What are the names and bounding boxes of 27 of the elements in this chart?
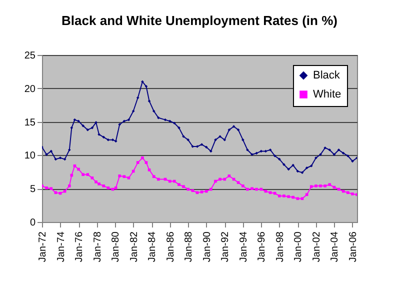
x-tick-label: Jan-92 [220, 231, 232, 262]
y-tick-label: 20 [24, 84, 36, 95]
y-tick-label: 5 [30, 184, 36, 196]
x-tick-label: Jan-96 [256, 231, 268, 262]
x-tick-label: Jan-04 [330, 231, 341, 262]
x-tick-label: Jan-84 [147, 231, 158, 262]
x-tick-label: Jan-00 [293, 231, 304, 262]
chart-title: Black and White Unemployment Rates (in %) [62, 13, 338, 28]
x-tick-label: Jan-86 [165, 231, 176, 262]
y-tick-label: 25 [24, 50, 36, 62]
x-tick-label: Jan-94 [238, 231, 250, 262]
x-tick-label: Jan-02 [311, 231, 322, 262]
x-tick-label: Jan-72 [38, 231, 48, 262]
legend-label: Black [313, 70, 340, 82]
y-tick-label: 10 [24, 150, 36, 162]
x-tick-label: Jan-78 [92, 231, 104, 262]
x-tick-label: Jan-88 [184, 231, 195, 262]
y-tick-label: 15 [24, 117, 36, 128]
x-tick-label: Jan-74 [56, 231, 67, 262]
x-tick-label: Jan-76 [74, 231, 86, 262]
y-tick-label: 0 [30, 218, 36, 228]
x-tick-label: Jan-82 [128, 231, 140, 262]
x-tick-label: Jan-98 [274, 231, 286, 262]
x-tick-label: Jan-80 [110, 231, 122, 262]
x-tick-label: Jan-06 [348, 231, 359, 262]
x-tick-label: Jan-90 [202, 231, 213, 262]
legend-label: White [313, 88, 342, 100]
